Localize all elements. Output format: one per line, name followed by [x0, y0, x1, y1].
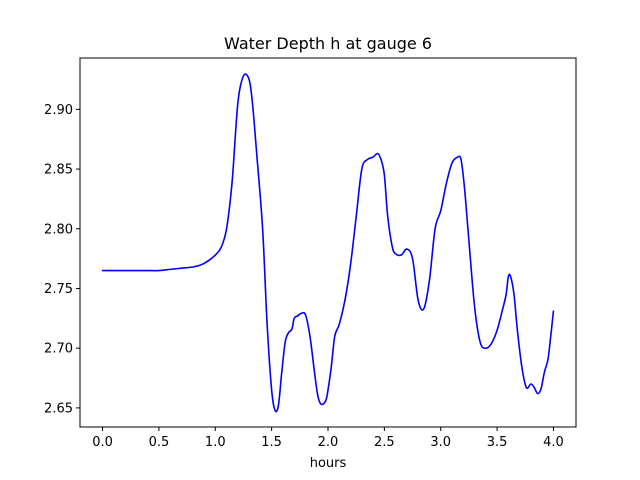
x-tick-label: 1.5 [261, 435, 282, 450]
x-tick-label: 2.5 [374, 435, 395, 450]
series-line-0 [101, 73, 555, 413]
y-tick-label: 2.65 [44, 401, 73, 416]
x-tick-label: 4.0 [543, 435, 564, 450]
y-tick-label: 2.70 [44, 342, 73, 357]
x-tick-label: 3.5 [487, 435, 508, 450]
chart-title: Water Depth h at gauge 6 [224, 34, 432, 53]
y-tick-label: 2.90 [44, 103, 73, 118]
x-axis-ticks: 0.0 0.5 1.0 1.5 2.0 2.5 3.0 3.5 4.0 [92, 427, 564, 450]
y-axis-ticks: 2.65 2.70 2.75 2.80 2.85 2.90 [44, 103, 80, 416]
series-layer [101, 73, 555, 413]
x-axis-label: hours [310, 456, 347, 471]
y-tick-label: 2.85 [44, 163, 73, 178]
y-tick-label: 2.80 [44, 222, 73, 237]
x-tick-label: 0.5 [149, 435, 170, 450]
y-tick-label: 2.75 [44, 282, 73, 297]
x-tick-label: 2.0 [318, 435, 339, 450]
x-tick-label: 3.0 [430, 435, 451, 450]
x-tick-label: 1.0 [205, 435, 226, 450]
x-tick-label: 0.0 [92, 435, 113, 450]
